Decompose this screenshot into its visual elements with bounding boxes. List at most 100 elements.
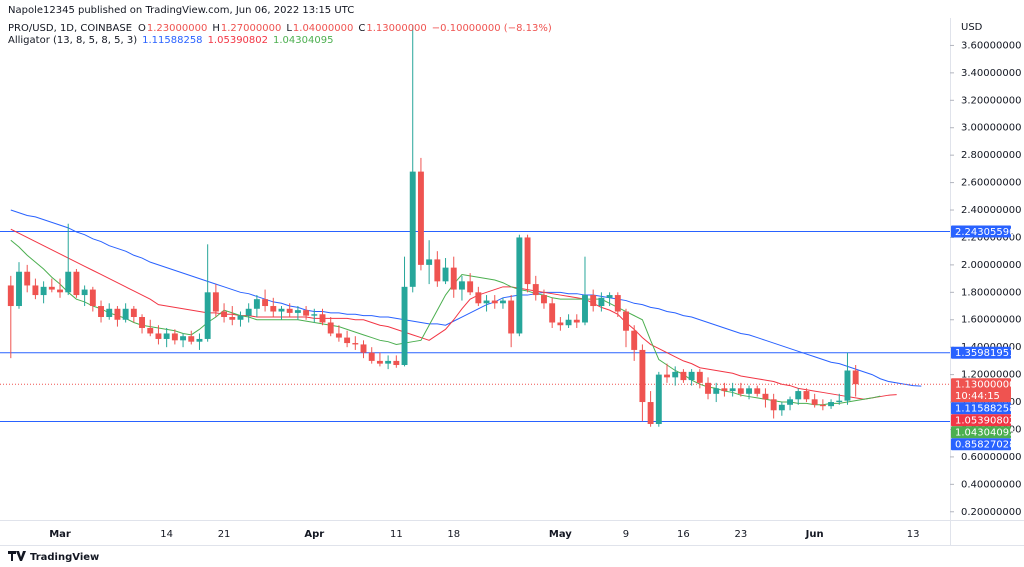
legend-text: H: [212, 23, 220, 34]
candle-body: [188, 336, 195, 342]
candle-body: [664, 374, 670, 378]
candle-body: [24, 271, 31, 286]
candle-body: [40, 286, 47, 296]
x-tick-label: 9: [623, 529, 629, 540]
candle-body: [557, 322, 564, 326]
candle-body: [508, 300, 515, 334]
legend-text: 1.11588258: [142, 35, 202, 46]
x-tick-label: 18: [447, 529, 460, 540]
x-tick-label: 11: [390, 529, 403, 540]
candle-body: [762, 393, 769, 400]
price-label: 0.85827028: [955, 440, 1015, 451]
candle-body: [672, 371, 679, 378]
legend-text: 1.23000000: [147, 23, 207, 34]
brand: TradingView: [30, 552, 99, 563]
candle-body: [721, 388, 728, 392]
candle-body: [450, 267, 457, 290]
candle-body: [139, 317, 145, 328]
candle-body: [737, 388, 744, 394]
candle-body: [130, 308, 137, 318]
candle-body: [442, 267, 449, 282]
candle-body: [171, 333, 178, 341]
legend-text: 1.05390802: [208, 35, 268, 46]
candle-body: [344, 337, 351, 344]
price-label-box: [951, 402, 1011, 415]
candle-body: [352, 343, 359, 345]
plot-area: [0, 24, 950, 427]
candle-body: [729, 388, 736, 392]
price-label-box: [951, 414, 1011, 427]
legend-text: 1.04000000: [293, 23, 353, 34]
price-label: 1.05390802: [955, 416, 1015, 427]
candle-body: [458, 281, 465, 290]
x-tick-label: 23: [734, 529, 747, 540]
candle-body: [286, 308, 293, 313]
candle-body: [795, 391, 802, 400]
y-tick-label: 1.60000000: [961, 315, 1021, 326]
price-label: 1.13000000: [955, 380, 1015, 391]
candle-body: [16, 271, 22, 307]
candle-body: [582, 295, 588, 323]
candle-body: [434, 259, 441, 282]
candle-body: [631, 330, 638, 350]
candle-body: [73, 271, 80, 296]
candle-body: [89, 289, 96, 307]
legend-text: Alligator (13, 8, 5, 8, 5, 3): [8, 35, 137, 46]
candle-body: [573, 319, 580, 323]
brand-logo: [8, 551, 26, 561]
candle-body: [819, 404, 826, 407]
candle-body: [770, 399, 777, 411]
y-tick-label: 3.20000000: [961, 95, 1021, 106]
candle-body: [335, 333, 342, 338]
candle-body: [65, 271, 72, 293]
candle-body: [270, 306, 277, 312]
candle-body: [393, 360, 400, 366]
price-label-box: [951, 426, 1011, 439]
candle-body: [196, 338, 203, 342]
candle-body: [532, 284, 539, 296]
price-label-box: [951, 225, 1011, 238]
candle-body: [237, 315, 244, 320]
y-tick-label: 1.80000000: [961, 287, 1021, 298]
candle-body: [746, 388, 752, 394]
candle-body: [565, 319, 572, 326]
price-label: 1.04304095: [955, 428, 1015, 439]
candle-body: [483, 300, 490, 304]
candle-body: [590, 295, 597, 307]
header: Napole12345 published on TradingView.com…: [8, 5, 354, 16]
indicator-line: [10, 239, 881, 406]
x-tick-label: 13: [907, 529, 920, 540]
candle-body: [680, 371, 687, 381]
candle-body: [467, 281, 474, 293]
candle-body: [598, 297, 605, 307]
price-label-box: [951, 378, 1011, 403]
candle-body: [541, 295, 547, 304]
candle-body: [524, 237, 531, 285]
candle-body: [155, 333, 162, 339]
x-tick-label: Mar: [49, 529, 71, 540]
candle-body: [623, 311, 629, 331]
price-label: 2.24305590: [955, 227, 1015, 238]
x-tick-label: May: [549, 529, 572, 540]
y-tick-label: 2.20000000: [961, 232, 1021, 243]
y-tick-label: 2.40000000: [961, 205, 1021, 216]
candle-body: [229, 317, 236, 320]
candle-body: [163, 333, 170, 339]
x-tick-label: Jun: [805, 529, 824, 540]
candle-body: [368, 352, 375, 361]
candle-body: [475, 292, 482, 304]
y-tick-label: 3.00000000: [961, 123, 1021, 134]
candle-body: [500, 300, 506, 304]
legend-text: C: [358, 23, 365, 34]
candle-body: [212, 292, 219, 312]
candle-body: [852, 370, 859, 385]
candle-body: [787, 399, 794, 405]
candle-body: [319, 314, 326, 323]
candle-body: [385, 360, 392, 364]
candle-body: [376, 360, 383, 364]
candle-body: [417, 171, 424, 265]
countdown-label: 10:44:15: [955, 391, 1000, 402]
candle-body: [491, 300, 498, 304]
candle-body: [262, 299, 269, 307]
